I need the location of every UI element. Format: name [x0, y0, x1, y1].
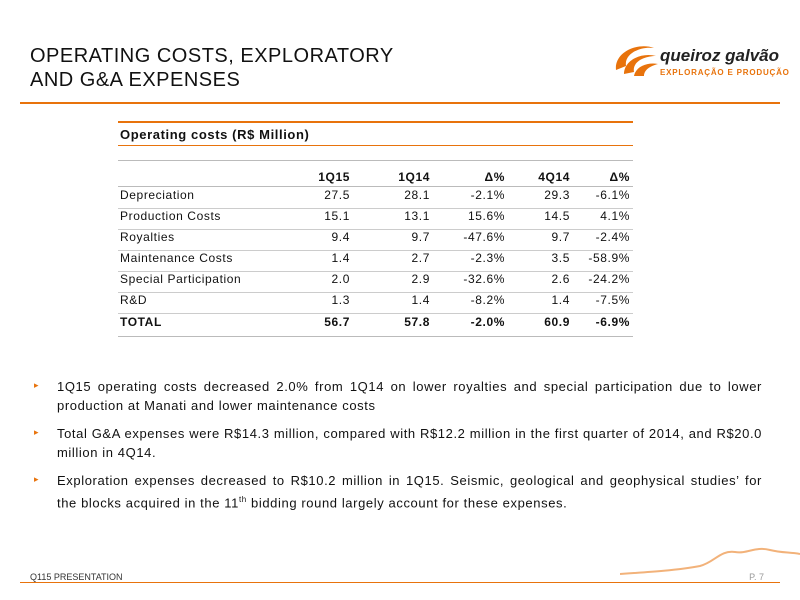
header-rule: [20, 102, 780, 104]
table-rule: [118, 292, 633, 293]
table-cell: 57.8: [404, 315, 430, 329]
page-number: P. 7: [749, 572, 764, 582]
table-cell: 1.4: [411, 293, 430, 307]
table-rule: [118, 250, 633, 251]
text-run: bidding round largely account for these …: [246, 495, 568, 511]
footer-rule: [20, 582, 780, 583]
table-cell: 2.9: [411, 272, 430, 286]
table-cell: 13.1: [404, 209, 430, 223]
table-cell: -6.1%: [595, 188, 630, 202]
table-cell: 2.7: [411, 251, 430, 265]
table-cell: 9.4: [331, 230, 350, 244]
table-rule: [118, 145, 633, 146]
bullet-text: Total G&A expenses were R$14.3 million, …: [57, 424, 762, 462]
row-label: Royalties: [120, 230, 175, 244]
table-rule: [118, 271, 633, 272]
table-cell: 1Q15: [318, 170, 350, 184]
bullet-marker: ▸: [34, 427, 39, 437]
row-label: Special Participation: [120, 272, 242, 286]
table-title: Operating costs (R$ Million): [120, 127, 310, 142]
bullet-text: Exploration expenses decreased to R$10.2…: [57, 471, 762, 512]
table-cell: 1.4: [551, 293, 570, 307]
table-cell: 3.5: [551, 251, 570, 265]
table-rule: [118, 208, 633, 209]
table-cell: 15.1: [324, 209, 350, 223]
row-label: Production Costs: [120, 209, 221, 223]
table-cell: -2.0%: [470, 315, 505, 329]
table-cell: 29.3: [544, 188, 570, 202]
table-cell: 4.1%: [600, 209, 630, 223]
bullet-marker: ▸: [34, 380, 39, 390]
table-cell: -47.6%: [463, 230, 505, 244]
row-label: TOTAL: [120, 315, 162, 329]
row-label: R&D: [120, 293, 148, 307]
logo-name: queiroz galvão: [660, 46, 780, 65]
logo-tagline: EXPLORAÇÃO E PRODUÇÃO: [660, 68, 790, 77]
text-run: Exploration expenses decreased to R$10.2…: [57, 473, 762, 511]
table-cell: 2.0: [331, 272, 350, 286]
table-cell: 14.5: [544, 209, 570, 223]
table-rule: [118, 229, 633, 230]
table-cell: Δ%: [484, 170, 505, 184]
table-cell: -8.2%: [470, 293, 505, 307]
table-cell: 2.6: [551, 272, 570, 286]
table-cell: 4Q14: [538, 170, 570, 184]
table-cell: -58.9%: [588, 251, 630, 265]
table-cell: 1.3: [331, 293, 350, 307]
text-run: 1Q15 operating costs decreased 2.0% from…: [57, 379, 762, 413]
row-label: Maintenance Costs: [120, 251, 233, 265]
table-cell: 1Q14: [398, 170, 430, 184]
table-cell: -2.4%: [595, 230, 630, 244]
table-rule: [118, 336, 633, 337]
table-cell: -2.3%: [470, 251, 505, 265]
table-cell: 56.7: [324, 315, 350, 329]
table-cell: 28.1: [404, 188, 430, 202]
row-label: Depreciation: [120, 188, 195, 202]
table-cell: 1.4: [331, 251, 350, 265]
table-cell: -2.1%: [470, 188, 505, 202]
bullet-marker: ▸: [34, 474, 39, 484]
table-cell: 27.5: [324, 188, 350, 202]
bullet-text: 1Q15 operating costs decreased 2.0% from…: [57, 377, 762, 415]
text-run: Total G&A expenses were R$14.3 million, …: [57, 426, 762, 460]
table-cell: -6.9%: [595, 315, 630, 329]
table-cell: -32.6%: [463, 272, 505, 286]
table-cell: 9.7: [411, 230, 430, 244]
table-rule: [118, 313, 633, 314]
superscript: th: [238, 495, 247, 504]
title-line: AND G&A EXPENSES: [30, 69, 241, 91]
table-cell: 9.7: [551, 230, 570, 244]
table-cell: -7.5%: [595, 293, 630, 307]
table-cell: -24.2%: [588, 272, 630, 286]
table-cell: Δ%: [609, 170, 630, 184]
decor-wave: [620, 547, 800, 575]
table-cell: 15.6%: [467, 209, 505, 223]
logo-icon: [615, 46, 658, 76]
footer-left: Q115 PRESENTATION: [30, 572, 123, 582]
title-line: OPERATING COSTS, EXPLORATORY: [30, 45, 394, 67]
table-cell: 60.9: [544, 315, 570, 329]
table-rule: [118, 121, 633, 123]
table-rule: [118, 160, 633, 161]
table-rule: [118, 186, 633, 187]
